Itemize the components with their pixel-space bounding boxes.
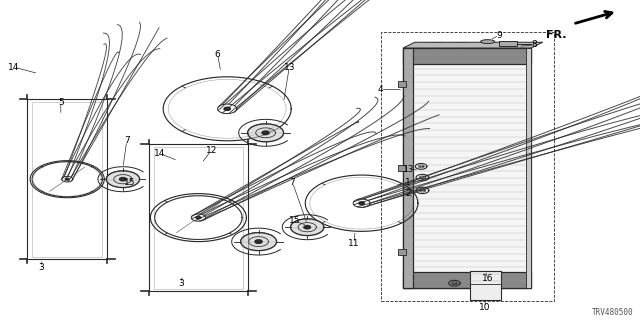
Text: 5: 5 [58, 98, 63, 107]
Bar [398, 82, 406, 87]
Ellipse shape [481, 40, 495, 44]
Bar [403, 48, 413, 288]
Text: 15: 15 [289, 216, 300, 225]
Text: 14: 14 [8, 63, 20, 72]
Circle shape [262, 131, 269, 135]
Text: 7: 7 [290, 178, 295, 187]
Circle shape [120, 178, 126, 181]
Bar [526, 48, 531, 288]
Text: 14: 14 [154, 149, 166, 158]
Circle shape [224, 107, 230, 110]
Text: 10: 10 [479, 303, 491, 312]
Bar [154, 147, 243, 289]
Text: 12: 12 [205, 146, 217, 155]
Text: 8: 8 [532, 40, 537, 49]
Text: 4: 4 [378, 85, 383, 94]
Bar [403, 48, 531, 64]
Bar [398, 165, 406, 171]
Bar [499, 41, 517, 46]
Bar [454, 42, 467, 48]
Bar [27, 99, 107, 259]
Text: 15: 15 [124, 178, 135, 187]
Circle shape [65, 178, 69, 180]
Text: 11: 11 [348, 239, 360, 248]
Bar [470, 271, 501, 300]
Bar [403, 272, 531, 288]
Circle shape [304, 226, 310, 229]
Circle shape [196, 216, 201, 219]
Text: 16: 16 [482, 274, 493, 283]
Text: FR.: FR. [546, 30, 566, 40]
Text: 1: 1 [406, 178, 411, 187]
Text: 13: 13 [284, 63, 295, 72]
Bar [381, 32, 554, 301]
Text: 13: 13 [403, 165, 414, 174]
Text: TRV480500: TRV480500 [592, 308, 634, 317]
Bar [398, 250, 406, 255]
Text: 7: 7 [124, 136, 129, 145]
Bar [148, 144, 248, 291]
Text: 6: 6 [215, 50, 220, 59]
Text: 3: 3 [179, 279, 184, 288]
Text: 2: 2 [406, 189, 411, 198]
Circle shape [359, 202, 364, 204]
Bar [32, 102, 102, 257]
Text: 9: 9 [497, 31, 502, 40]
Bar [429, 42, 442, 48]
Bar [403, 48, 531, 288]
Circle shape [255, 240, 262, 244]
Polygon shape [403, 42, 543, 48]
Text: 3: 3 [39, 263, 44, 272]
